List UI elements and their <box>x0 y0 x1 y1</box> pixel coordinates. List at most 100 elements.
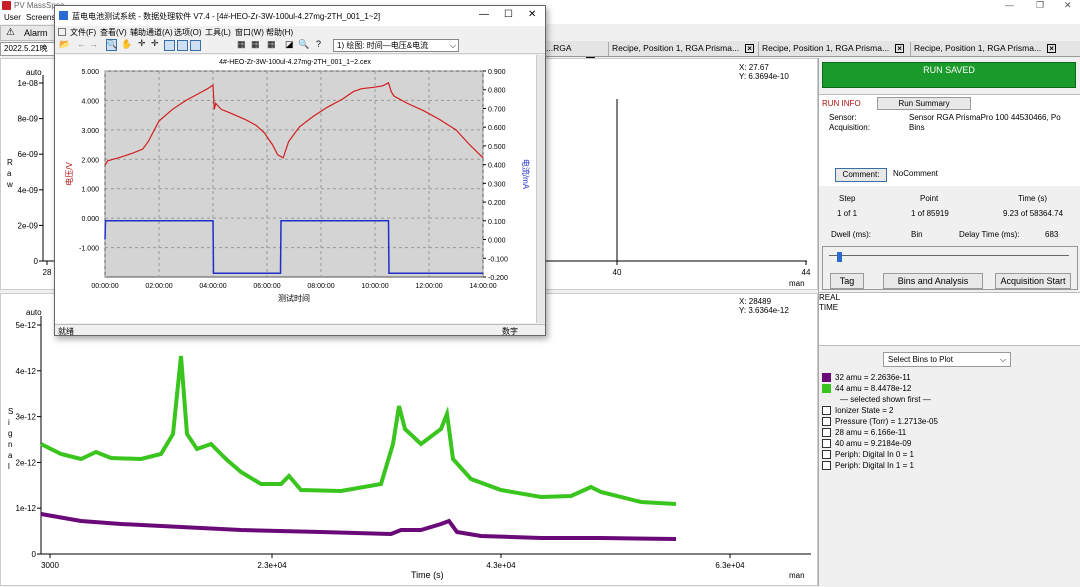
legend-item-pressure[interactable]: Pressure (Torr) = 1.2713e-05 <box>822 416 938 427</box>
tab-4[interactable]: Recipe, Position 1, RGA Prisma... × <box>910 42 1062 56</box>
tab-2[interactable]: Recipe, Position 1, RGA Prisma... × <box>608 42 756 56</box>
menu-screens[interactable]: Screens <box>26 13 56 22</box>
left-tab[interactable]: 2022.5.21晚 <box>0 42 56 56</box>
bottom-cursor-y: Y: 3.6364e-12 <box>739 306 789 315</box>
popup-menu-file[interactable]: 文件(F) <box>70 28 97 37</box>
fit-vertical-icon[interactable] <box>177 40 188 51</box>
checkbox[interactable] <box>822 461 831 471</box>
bottom-plot-panel[interactable]: auto S i g n a l X: 28489 Y: 3.6364e-12 … <box>0 293 818 586</box>
popup-menu-options[interactable]: 选项(O) <box>174 28 202 37</box>
checkbox[interactable] <box>822 373 831 383</box>
plot-select-dropdown[interactable]: 1) 绘图: 时间—电压&电流 ⌵ <box>333 39 459 52</box>
bottom-y-tick-label: 3e-12 <box>16 413 37 422</box>
close-icon[interactable]: ✕ <box>1064 0 1072 10</box>
tab-close-icon[interactable]: × <box>745 44 755 54</box>
checkbox[interactable] <box>822 450 831 460</box>
checkbox[interactable] <box>822 428 831 438</box>
cursor-cross-icon[interactable]: ✛ <box>138 38 146 48</box>
fit-all-icon[interactable] <box>190 40 201 51</box>
tab-3[interactable]: Recipe, Position 1, RGA Prisma... × <box>758 42 908 56</box>
run-status-banner: RUN SAVED <box>822 62 1076 88</box>
tab-1[interactable]: ...RGA Prisma...× <box>546 42 606 67</box>
warning-icon: ⚠ <box>6 27 15 38</box>
zoom-icon[interactable]: 🔍 <box>106 39 117 51</box>
checkbox[interactable] <box>822 439 831 449</box>
x-tick-label: 10:00:00 <box>361 283 388 290</box>
help-icon[interactable]: ? <box>316 39 322 49</box>
popup-menu-window[interactable]: 窗口(W) <box>235 28 264 37</box>
grid-3-icon[interactable]: ▦ <box>267 39 276 49</box>
popup-close-icon[interactable]: ✕ <box>528 9 537 20</box>
top-y-axis-label: R a w <box>7 158 13 189</box>
back-arrow-icon[interactable]: ← <box>77 39 86 49</box>
progress-slider[interactable] <box>829 252 1069 262</box>
x-tick-label: 06:00:00 <box>253 283 280 290</box>
popup-menu-view[interactable]: 查看(V) <box>100 28 127 37</box>
slider-thumb[interactable] <box>837 252 842 262</box>
popup-scrollbar[interactable] <box>536 55 545 323</box>
time-value: 9.23 of 58364.74 <box>1003 209 1064 218</box>
tag-button[interactable]: Tag <box>830 273 864 289</box>
checkbox[interactable] <box>822 406 831 416</box>
select-bins-dropdown[interactable]: Select Bins to Plot ⌵ <box>883 352 1011 367</box>
y-right-tick-label: 0.400 <box>488 163 506 170</box>
legend-item-44-amu[interactable]: 44 amu = 8.4478e-12 <box>822 383 911 394</box>
popup-menu-aux[interactable]: 辅助通道(A) <box>130 28 173 37</box>
popup-minimize-icon[interactable]: — <box>479 9 489 20</box>
popup-menu-help[interactable]: 帮助(H) <box>266 28 294 37</box>
run-info-box: RUN INFO Run Summary Sensor: Sensor RGA … <box>819 94 1080 186</box>
alarm-button[interactable]: Alarm <box>24 28 48 38</box>
status-right: 数字 <box>502 327 518 336</box>
main-window-title: PV MassSpec <box>14 1 65 10</box>
step-value: 1 of 1 <box>837 209 858 218</box>
search-icon[interactable]: 🔍 <box>298 39 310 49</box>
y-right-tick-label: 0.800 <box>488 88 506 95</box>
y-left-tick-label: 5.000 <box>81 69 99 76</box>
y-left-tick-label: 1.000 <box>81 187 99 194</box>
popup-app-icon <box>59 11 68 20</box>
legend-item-28-amu[interactable]: 28 amu = 6.166e-11 <box>822 427 906 438</box>
y-left-tick-label: 0.000 <box>81 216 99 223</box>
popup-chart-area[interactable]: 4#-HEO-Zr-3W-100ul-4.27mg-2TH_001_1~2.ce… <box>55 55 536 323</box>
bottom-cursor-x: X: 28489 <box>739 297 772 306</box>
comment-button[interactable]: Comment: <box>835 168 887 182</box>
legend-item-40-amu[interactable]: 40 amu = 9.2184e-09 <box>822 438 911 449</box>
legend-item-ionizer[interactable]: Ionizer State = 2 <box>822 405 893 416</box>
bins-analysis-button[interactable]: Bins and Analysis <box>883 273 983 289</box>
checkbox[interactable] <box>822 384 831 394</box>
forward-arrow-icon[interactable]: → <box>89 39 98 49</box>
bottom-y-axis-label: S i g n a l <box>8 407 14 471</box>
popup-maximize-icon[interactable]: ☐ <box>504 9 513 20</box>
grid-2-icon[interactable]: ▦ <box>251 39 260 49</box>
legend-item-digital-in-1[interactable]: Periph: Digital In 1 = 1 <box>822 460 914 471</box>
y-right-tick-label: -0.100 <box>488 256 508 263</box>
top-y-unit: auto <box>26 68 42 77</box>
tab-strip: ...RGA Prisma...× Recipe, Position 1, RG… <box>546 41 1080 67</box>
popup-menu-tools[interactable]: 工具(L) <box>205 28 231 37</box>
run-status-text: RUN SAVED <box>923 65 975 75</box>
x-tick-label: 02:00:00 <box>145 283 172 290</box>
bottom-x-tick-label: 3000 <box>41 561 59 570</box>
tab-close-icon[interactable]: × <box>1047 44 1057 54</box>
acquisition-start-button[interactable]: Acquisition Start <box>995 273 1071 289</box>
plot-background <box>104 70 484 278</box>
y-right-tick-label: -0.200 <box>488 275 508 282</box>
y-right-tick-label: 0.300 <box>488 181 506 188</box>
chevron-down-icon: ⌵ <box>999 355 1006 364</box>
minimize-icon[interactable]: — <box>1005 0 1014 10</box>
menu-user[interactable]: User <box>4 13 21 22</box>
legend-item-32-amu[interactable]: 32 amu = 2.2636e-11 <box>822 372 911 383</box>
popup-title-bar: 蓝电电池测试系统 - 数据处理软件 V7.4 - [4#-HEO-Zr-3W-1… <box>55 6 545 26</box>
pan-hand-icon[interactable]: ✋ <box>121 39 133 49</box>
fit-horizontal-icon[interactable] <box>164 40 175 51</box>
chart-export-icon[interactable]: ◪ <box>285 39 294 49</box>
open-folder-icon[interactable]: 📂 <box>59 39 71 49</box>
grid-icon[interactable]: ▦ <box>237 39 246 49</box>
legend-item-digital-in-0[interactable]: Periph: Digital In 0 = 1 <box>822 449 914 460</box>
restore-icon[interactable]: ❐ <box>1036 0 1045 10</box>
checkbox[interactable] <box>822 417 831 427</box>
dwell-value: Bin <box>911 230 923 239</box>
tab-close-icon[interactable]: × <box>895 44 905 54</box>
cursor-cross-2-icon[interactable]: ✛ <box>151 38 159 48</box>
run-summary-button[interactable]: Run Summary <box>877 97 971 110</box>
